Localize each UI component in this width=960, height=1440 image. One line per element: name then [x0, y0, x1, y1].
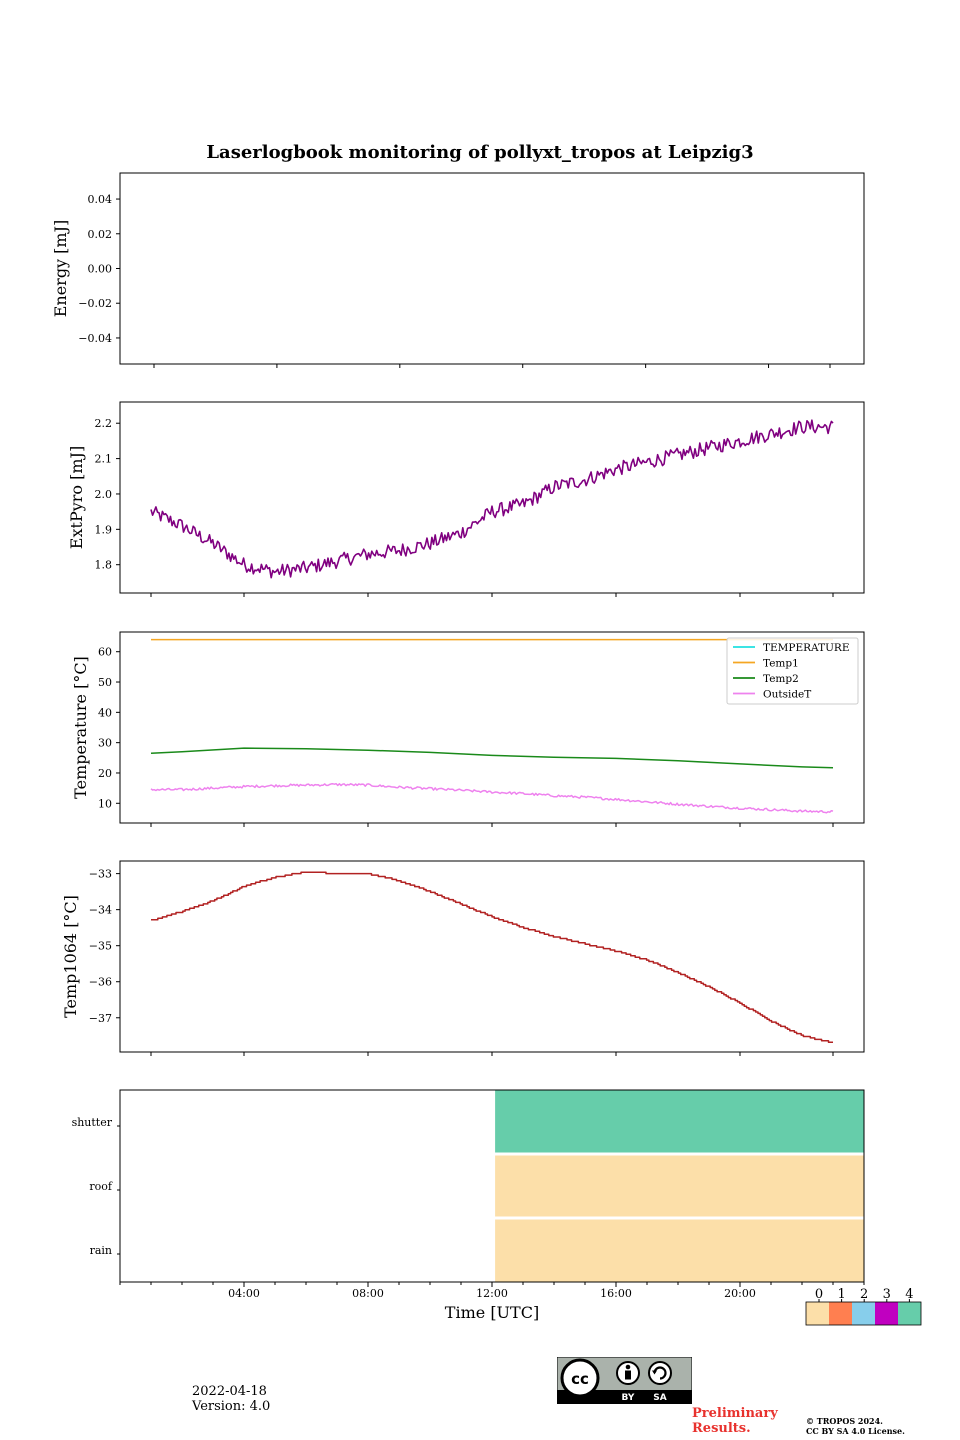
axes-frame [119, 172, 865, 365]
preliminary-line-1: Preliminary [692, 1406, 778, 1421]
y-tick-label: 60 [98, 646, 112, 659]
y-tick-label: 1.8 [95, 559, 113, 572]
cc-icon [560, 1358, 600, 1398]
panel-2: 2.2 2.1 2.0 1.9 1.8 ExtPyro [mJ] [67, 401, 865, 597]
x-axis-label: Time [UTC] [445, 1303, 539, 1322]
legend-label-temperature: TEMPERATURE [763, 642, 850, 654]
chart-title: Laserlogbook monitoring of pollyxt_tropo… [206, 142, 753, 163]
copyright-line-1: © TROPOS 2024. [806, 1416, 883, 1426]
x-tick-label: 04:00 [228, 1287, 260, 1300]
status-cell-rain [495, 1219, 864, 1282]
y-tick-label: 0.02 [88, 228, 113, 241]
colorbar-tick-label: 4 [905, 1287, 913, 1302]
colorbar-swatch-3 [875, 1302, 898, 1325]
y-tick-label: −36 [89, 976, 112, 989]
colorbar-swatch-0 [806, 1302, 829, 1325]
panel-5: shutter roof rain 04:00 08:00 12:00 16:00 20:00 [72, 1089, 865, 1300]
y-tick-label: 30 [98, 737, 112, 750]
colorbar-swatch-1 [829, 1302, 852, 1325]
y-tick-label: 20 [98, 767, 112, 780]
cc-by-sa-badge[interactable]: cc BY SA [557, 1357, 692, 1404]
legend-label-outsidet: OutsideT [763, 689, 811, 701]
cc-sa-label: SA [653, 1393, 666, 1403]
axes-frame [119, 1089, 865, 1283]
y-axis-label: Energy [mJ] [51, 220, 70, 318]
colorbar-swatch-2 [852, 1302, 875, 1325]
y-tick-label: 50 [98, 676, 112, 689]
colorbar-tick-label: 2 [860, 1287, 868, 1302]
copyright-line-2: CC BY SA 4.0 License. [806, 1426, 905, 1436]
series-temp2-line [150, 747, 834, 769]
y-tick-label: 2.1 [95, 453, 113, 466]
share-alike-icon [648, 1361, 672, 1385]
y-axis-label: Temp1064 [°C] [61, 895, 80, 1018]
legend-label-temp2: Temp2 [763, 673, 799, 685]
y-tick-label: −34 [89, 904, 112, 917]
cc-by-label: BY [622, 1393, 635, 1403]
series-extpyro-line [150, 419, 834, 579]
colorbar-tick-label: 3 [883, 1287, 891, 1302]
y-tick-label: −37 [89, 1012, 112, 1025]
axes-frame [119, 401, 865, 594]
row-label-roof: roof [89, 1180, 113, 1193]
version-label: Version: 4.0 [192, 1399, 271, 1414]
panel-1: 0.04 0.02 0.00 −0.02 −0.04 Energy [mJ] [51, 172, 865, 368]
y-tick-label: 0.00 [88, 263, 113, 276]
axes-frame [119, 860, 865, 1053]
colorbar-swatch-4 [898, 1302, 921, 1325]
status-cell-shutter [495, 1090, 864, 1153]
legend-box [726, 637, 859, 705]
preliminary-notice: Preliminary Results. [692, 1406, 778, 1436]
y-tick-label: 1.9 [95, 523, 113, 536]
status-cell-roof [495, 1155, 864, 1217]
axes-frame [119, 631, 865, 824]
x-tick-label: 12:00 [476, 1287, 508, 1300]
date-label: 2022-04-18 [192, 1384, 267, 1399]
y-tick-label: 40 [98, 706, 112, 719]
y-tick-label: 10 [98, 797, 112, 810]
colorbar-tick-label: 0 [815, 1287, 823, 1302]
legend-label-temp1: Temp1 [763, 658, 799, 670]
series-temp1064-line [151, 871, 833, 1044]
series-outsidet-line [150, 782, 834, 814]
y-axis-label: Temperature [°C] [71, 656, 90, 799]
colorbar-tick-label: 1 [837, 1287, 845, 1302]
colorbar-frame [805, 1301, 922, 1326]
y-tick-label: −35 [89, 940, 112, 953]
y-tick-label: −0.02 [78, 297, 112, 310]
y-tick-label: 2.0 [95, 488, 113, 501]
panel-4: −33 −34 −35 −36 −37 Temp1064 [°C] [61, 860, 865, 1056]
x-tick-label: 20:00 [724, 1287, 756, 1300]
row-label-shutter: shutter [72, 1116, 113, 1129]
y-tick-label: −33 [89, 868, 112, 881]
preliminary-line-2: Results. [692, 1421, 751, 1436]
row-label-rain: rain [90, 1244, 112, 1257]
x-tick-label: 16:00 [600, 1287, 632, 1300]
y-tick-label: 0.04 [88, 193, 113, 206]
x-tick-label: 08:00 [352, 1287, 384, 1300]
y-tick-label: −0.04 [78, 332, 112, 345]
y-axis-label: ExtPyro [mJ] [67, 446, 86, 549]
svg-text:cc: cc [571, 1370, 589, 1388]
y-tick-label: 2.2 [95, 417, 113, 430]
panel-3: 60 50 40 30 20 10 Temperature [°C] TEMPERATURE T… [71, 631, 865, 827]
copyright-notice: © TROPOS 2024. CC BY SA 4.0 License. [806, 1416, 905, 1436]
